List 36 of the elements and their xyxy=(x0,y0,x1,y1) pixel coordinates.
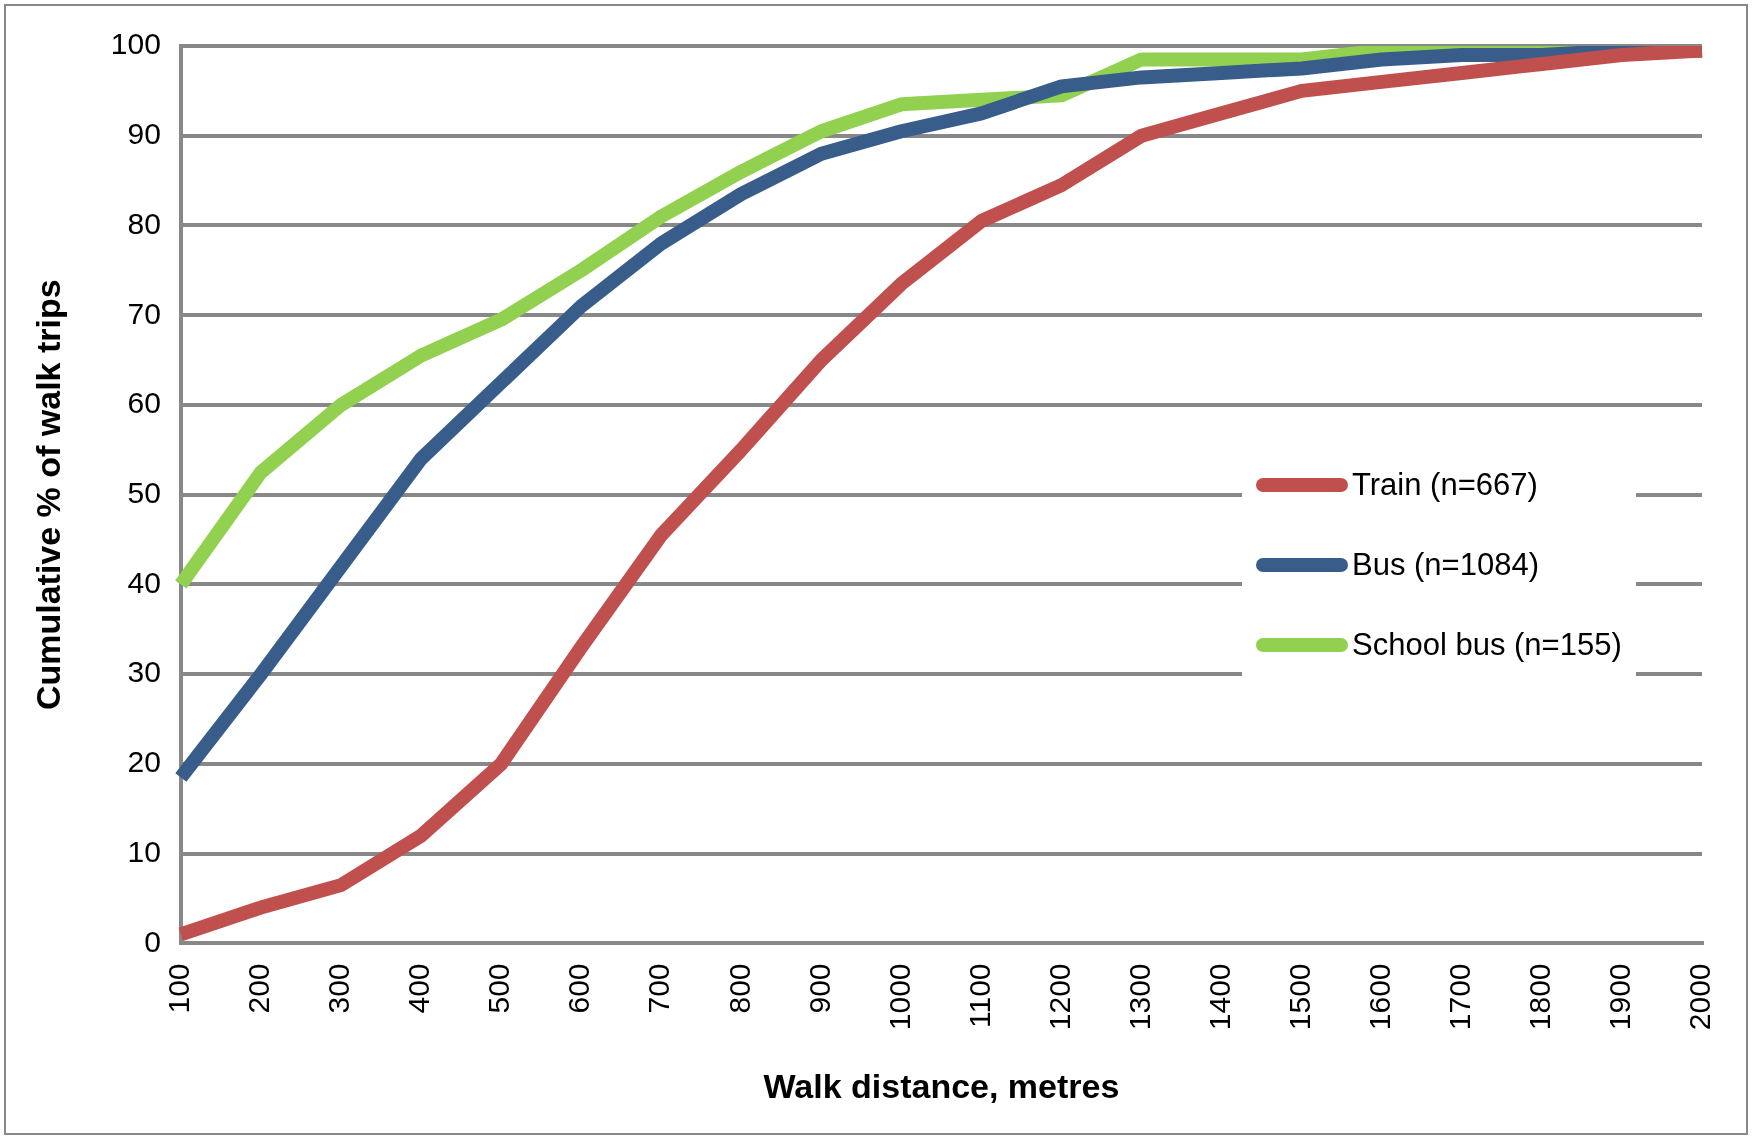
x-tick-label: 2000 xyxy=(1683,963,1717,1031)
y-tick-label: 40 xyxy=(127,565,161,599)
y-tick-label: 20 xyxy=(127,745,161,779)
y-tick-label: 10 xyxy=(127,834,161,868)
x-tick-label: 800 xyxy=(722,963,756,1014)
x-tick-label: 500 xyxy=(482,963,516,1014)
y-axis-title: Cumulative % of walk trips xyxy=(28,279,67,711)
x-tick-label: 1400 xyxy=(1202,963,1236,1031)
x-tick-label: 1600 xyxy=(1363,963,1397,1031)
x-tick-label: 1700 xyxy=(1443,963,1477,1031)
x-tick-label: 700 xyxy=(642,963,676,1014)
y-tick-label: 0 xyxy=(144,924,161,958)
x-tick-label: 200 xyxy=(242,963,276,1014)
x-tick-label: 1300 xyxy=(1122,963,1156,1031)
legend-label: School bus (n=155) xyxy=(1352,626,1622,663)
x-tick-label: 400 xyxy=(402,963,436,1014)
x-tick-label: 1800 xyxy=(1523,963,1557,1031)
x-tick-label: 100 xyxy=(162,963,196,1014)
x-tick-label: 1000 xyxy=(882,963,916,1031)
y-tick-label: 80 xyxy=(127,206,161,240)
y-tick-label: 70 xyxy=(127,296,161,330)
x-tick-label: 300 xyxy=(322,963,356,1014)
y-tick-label: 30 xyxy=(127,655,161,689)
x-tick-label: 1900 xyxy=(1603,963,1637,1031)
legend-label: Bus (n=1084) xyxy=(1352,546,1539,583)
x-tick-label: 600 xyxy=(562,963,596,1014)
y-tick-label: 50 xyxy=(127,476,161,509)
y-tick-label: 100 xyxy=(110,27,161,61)
x-tick-label: 1100 xyxy=(962,963,996,1028)
x-axis-title: Walk distance, metres xyxy=(763,1066,1120,1105)
x-tick-label: 1500 xyxy=(1282,963,1316,1031)
x-tick-label: 900 xyxy=(802,963,836,1014)
y-tick-label: 90 xyxy=(127,117,161,151)
x-tick-label: 1200 xyxy=(1042,963,1076,1031)
legend-label: Train (n=667) xyxy=(1352,466,1538,503)
y-tick-label: 60 xyxy=(127,386,161,420)
